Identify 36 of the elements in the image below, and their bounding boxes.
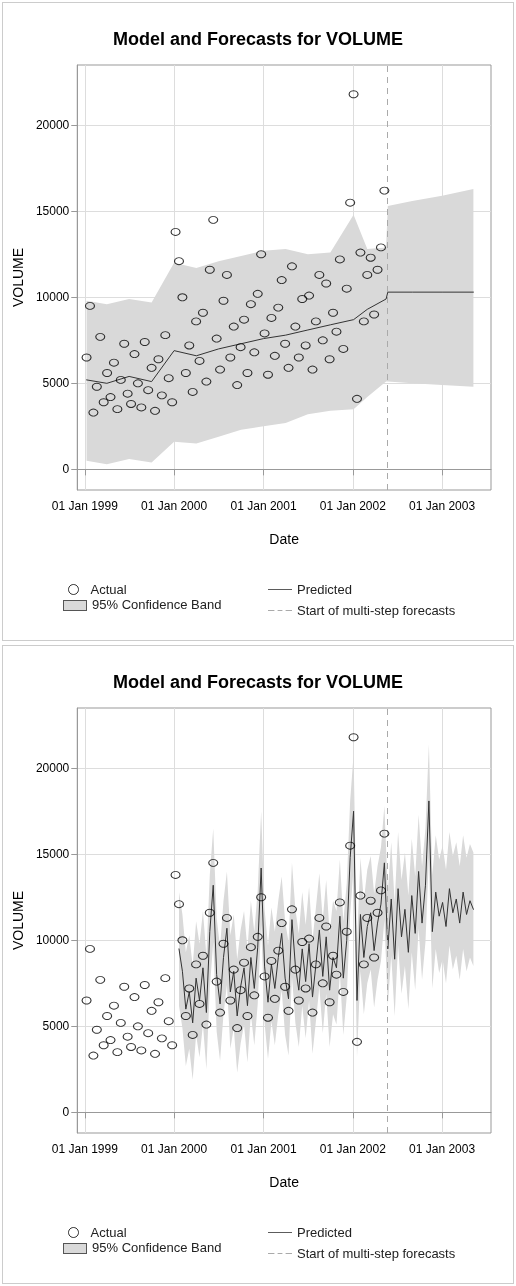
legend-label: Predicted — [297, 582, 352, 597]
x-tick-label: 01 Jan 2003 — [409, 1142, 476, 1156]
legend-label: Predicted — [297, 1225, 352, 1240]
x-axis-title: Date — [269, 1174, 300, 1190]
y-axis-title: VOLUME — [10, 247, 26, 308]
legend-label: Actual — [90, 1225, 127, 1240]
y-tick-label: 15000 — [35, 847, 70, 862]
legend-label: Actual — [90, 582, 127, 597]
x-tick-label: 01 Jan 2002 — [319, 499, 387, 513]
x-tick-label: 01 Jan 2000 — [141, 499, 208, 513]
y-axis-title: VOLUME — [10, 890, 26, 951]
y-tick-label: 20000 — [35, 118, 70, 133]
x-axis-title: Date — [269, 531, 300, 547]
line-series — [86, 291, 474, 384]
chart-title: Model and Forecasts for VOLUME — [112, 672, 404, 692]
line-series — [178, 800, 474, 1024]
y-tick-label: 20000 — [35, 761, 70, 776]
y-tick-label: 10000 — [35, 933, 70, 948]
x-tick-label: 01 Jan 1999 — [51, 499, 119, 513]
y-tick-label: 5000 — [42, 376, 70, 391]
y-tick-label: 5000 — [42, 1019, 70, 1034]
y-tick-label: 0 — [62, 1105, 70, 1120]
chart-title: Model and Forecasts for VOLUME — [112, 29, 404, 49]
legend-label: Start of multi-step forecasts — [297, 1246, 456, 1261]
text: 95% Confidence Band — [92, 597, 222, 612]
legend-label: Start of multi-step forecasts — [297, 603, 456, 618]
y-tick-label: 0 — [62, 462, 70, 477]
x-tick-label: 01 Jan 2003 — [409, 499, 476, 513]
y-tick-label: 15000 — [35, 204, 70, 219]
y-tick-label: 10000 — [35, 290, 70, 305]
x-tick-label: 01 Jan 2000 — [141, 1142, 208, 1156]
x-tick-label: 01 Jan 2001 — [230, 499, 297, 513]
x-tick-label: 01 Jan 1999 — [51, 1142, 119, 1156]
x-tick-label: 01 Jan 2001 — [230, 1142, 297, 1156]
x-tick-label: 01 Jan 2002 — [319, 1142, 387, 1156]
text: 95% Confidence Band — [92, 1240, 222, 1255]
